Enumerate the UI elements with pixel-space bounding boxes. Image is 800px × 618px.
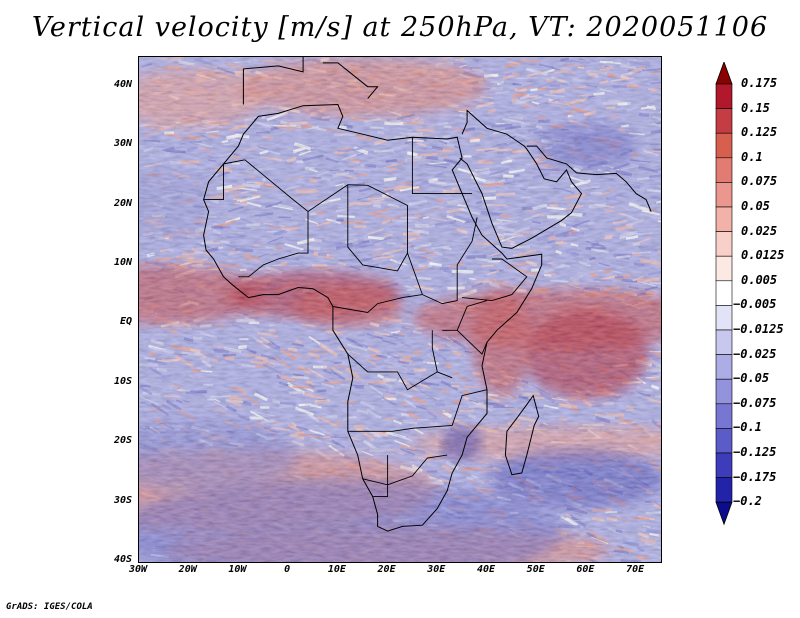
colorbar-swatch <box>715 354 733 380</box>
colorbar-swatch <box>715 108 733 134</box>
lat-tick-label: 10S <box>113 375 132 387</box>
colorbar-swatch <box>715 157 733 183</box>
colorbar-swatch <box>715 83 733 109</box>
colorbar-swatch <box>715 329 733 355</box>
lon-tick-label: 30E <box>427 564 446 575</box>
colorbar-tick-label: 0.025 <box>741 223 778 238</box>
colorbar-swatch <box>715 378 733 405</box>
lon-tick-label: 50E <box>526 564 545 575</box>
colorbar-tick-label: −0.05 <box>733 371 770 386</box>
colorbar-swatch <box>715 62 733 85</box>
colorbar-swatch <box>715 280 733 306</box>
velocity-field <box>139 57 661 562</box>
map-panel <box>138 56 662 563</box>
lon-tick-label: 60E <box>576 564 595 575</box>
lat-tick-label: 40N <box>113 78 132 90</box>
colorbar-swatch <box>715 477 733 503</box>
colorbar-swatch <box>715 305 733 331</box>
colorbar-tick-label: 0.0125 <box>741 248 785 263</box>
coastline-and-borders <box>203 57 652 532</box>
colorbar-swatch <box>715 182 733 208</box>
colorbar-tick-label: −0.025 <box>733 346 777 361</box>
lat-tick-label: EQ <box>119 316 132 328</box>
colorbar-tick-label: 0.15 <box>741 100 770 115</box>
colorbar-tick-label: −0.175 <box>733 469 777 484</box>
colorbar-tick-label: −0.1 <box>733 420 762 435</box>
colorbar-swatch <box>715 132 733 159</box>
colorbar-tick-label: 0.005 <box>741 272 778 287</box>
lat-tick-label: 30S <box>113 494 132 506</box>
colorbar-swatch <box>715 501 733 526</box>
colorbar-swatch <box>715 231 733 257</box>
lon-tick-label: 20E <box>377 564 396 575</box>
colorbar-swatch <box>715 452 733 478</box>
colorbar-tick-label: 0.175 <box>741 76 778 90</box>
colorbar-tick-label: −0.0125 <box>733 322 784 336</box>
lat-tick-label: 40S <box>113 554 132 565</box>
velocity-field-map <box>139 57 661 562</box>
page-title: Vertical velocity [m/s] at 250hPa, VT: 2… <box>31 12 769 43</box>
lon-tick-label: 0 <box>284 564 291 575</box>
footer-credit: GrADS: IGES/COLA <box>6 602 93 612</box>
lon-tick-label: 30W <box>128 564 148 575</box>
colorbar-swatch <box>715 428 733 454</box>
lon-tick-label: 10E <box>327 564 346 575</box>
colorbar-swatch <box>715 255 733 282</box>
colorbar-swatch <box>715 403 733 429</box>
lat-tick-label: 10N <box>113 256 132 268</box>
colorbar <box>715 62 733 526</box>
lon-tick-label: 40E <box>476 564 496 575</box>
colorbar-tick-label: −0.2 <box>733 494 762 509</box>
colorbar-tick-label: 0.125 <box>741 125 778 140</box>
colorbar-tick-label: 0.05 <box>741 199 770 213</box>
colorbar-tick-label: −0.005 <box>733 297 777 312</box>
colorbar-tick-label: 0.1 <box>741 149 763 164</box>
lat-tick-label: 30N <box>113 138 132 150</box>
colorbar-tick-label: −0.125 <box>733 445 777 459</box>
lat-tick-label: 20N <box>113 197 132 209</box>
lon-tick-label: 70E <box>626 564 645 575</box>
lon-tick-label: 10W <box>228 564 247 575</box>
lat-tick-label: 20S <box>113 435 132 447</box>
colorbar-tick-label: −0.075 <box>733 395 777 410</box>
lon-tick-label: 20W <box>178 564 197 575</box>
colorbar-tick-label: 0.075 <box>741 174 778 189</box>
colorbar-swatch <box>715 206 733 232</box>
